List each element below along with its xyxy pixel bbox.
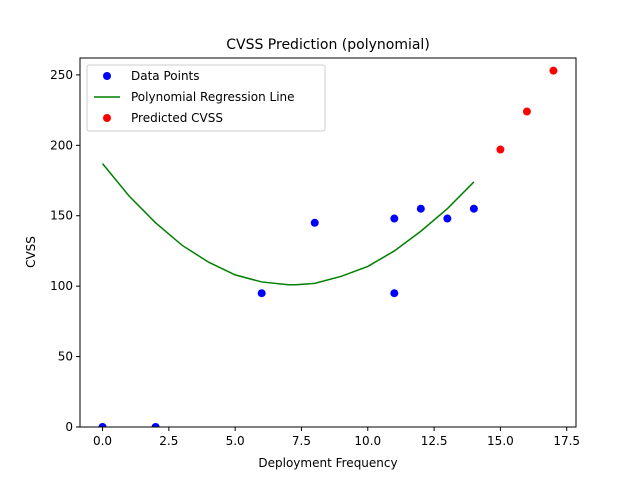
legend-label-predicted-cvss: Predicted CVSS	[131, 111, 223, 125]
legend-box	[86, 64, 326, 132]
x-tick-label: 10.0	[354, 434, 381, 448]
y-tick-label: 250	[50, 68, 73, 82]
data-point-data-points	[416, 204, 425, 213]
legend: Data Points Polynomial Regression Line Pre…	[86, 64, 326, 132]
data-point-data-points	[98, 423, 107, 427]
y-tick-label: 100	[50, 279, 73, 293]
x-tick-label: 5.0	[226, 434, 245, 448]
legend-label-data-points: Data Points	[131, 69, 200, 83]
y-tick-label: 0	[65, 420, 73, 434]
x-tick-label: 17.5	[553, 434, 580, 448]
axes-frame	[79, 57, 577, 428]
legend-label-polynomial-regression-line: Polynomial Regression Line	[131, 90, 295, 104]
x-tick-label: 12.5	[421, 434, 448, 448]
y-axis-label: CVSS	[24, 236, 38, 268]
data-point-predicted-cvss	[549, 66, 558, 75]
x-axis-label: Deployment Frequency	[258, 456, 397, 470]
data-point-data-points	[257, 289, 266, 298]
plot-series-group	[98, 66, 558, 427]
y-tick-label: 50	[58, 350, 73, 364]
data-point-data-points	[310, 218, 319, 227]
x-tick-label: 0.0	[93, 434, 112, 448]
x-tick-label: 7.5	[292, 434, 311, 448]
series-line-polynomial-regression-line	[101, 163, 475, 286]
x-axis: 0.0 2.5 5.0 7.5 10.0 12.5 15.0 17.5	[93, 427, 580, 448]
legend-swatch-predicted-cvss	[103, 114, 111, 122]
data-point-data-points	[390, 214, 399, 223]
y-axis: 0 50 100 150 200 250	[50, 68, 80, 434]
data-point-predicted-cvss	[496, 145, 505, 154]
data-point-predicted-cvss	[522, 107, 531, 116]
y-tick-label: 150	[50, 209, 73, 223]
x-tick-label: 15.0	[487, 434, 514, 448]
data-point-data-points	[390, 289, 399, 298]
plot-area	[98, 66, 558, 427]
data-point-data-points	[469, 204, 478, 213]
chart-title: CVSS Prediction (polynomial)	[226, 37, 430, 53]
legend-swatch-data-points	[103, 72, 111, 80]
y-tick-label: 200	[50, 138, 73, 152]
x-tick-label: 2.5	[159, 434, 178, 448]
data-point-data-points	[151, 423, 160, 427]
data-point-data-points	[443, 214, 452, 223]
